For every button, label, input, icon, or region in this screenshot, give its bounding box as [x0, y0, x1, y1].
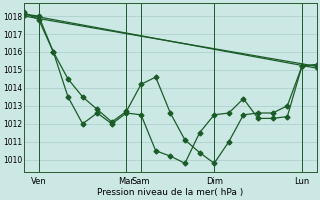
X-axis label: Pression niveau de la mer( hPa ): Pression niveau de la mer( hPa ) [97, 188, 244, 197]
